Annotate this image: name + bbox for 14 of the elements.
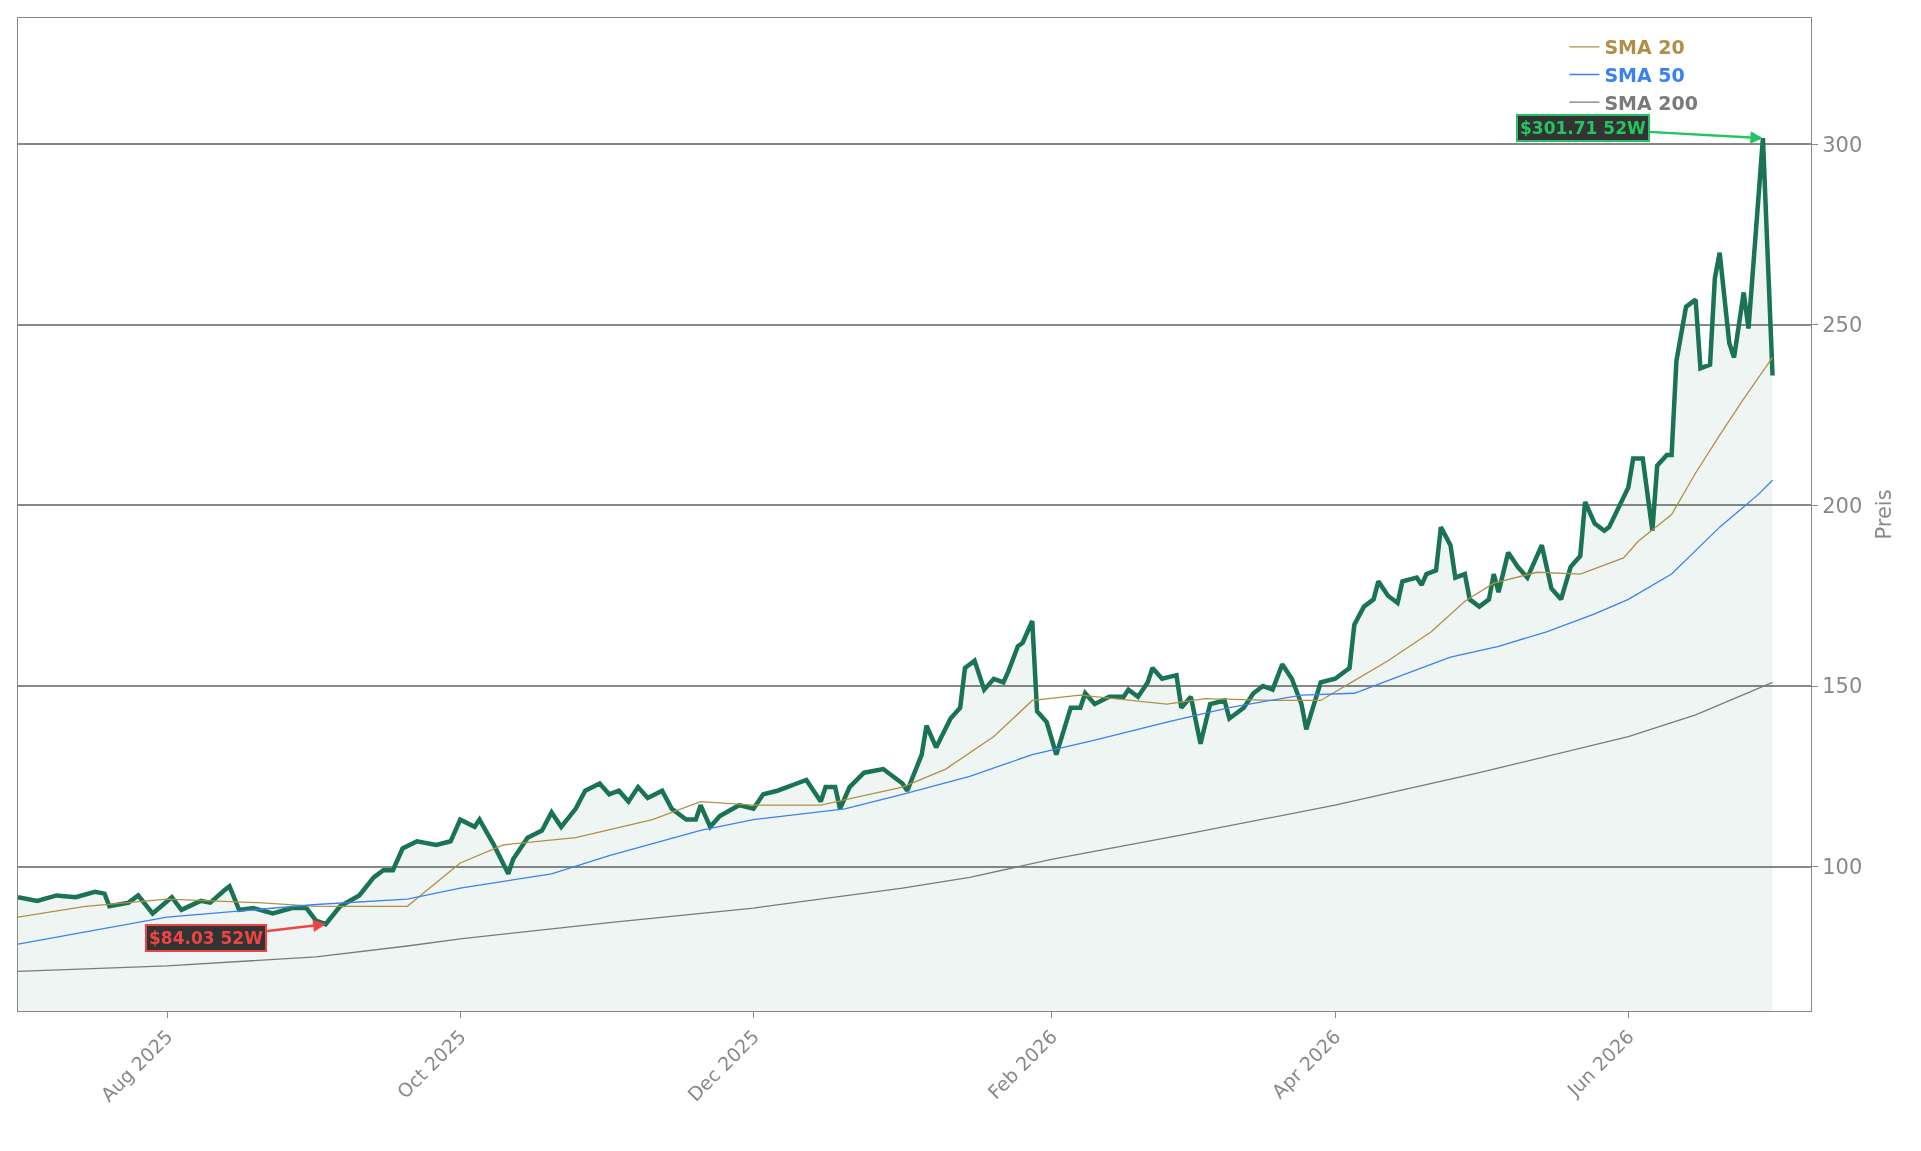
y-tick-label: 300: [1822, 132, 1863, 157]
legend-label: SMA 50: [1604, 63, 1685, 86]
y-tick-label: 250: [1822, 313, 1863, 338]
legend-label: SMA 20: [1604, 36, 1685, 59]
y-tick-label: 100: [1822, 854, 1863, 879]
y-axis-title: Preis: [1872, 489, 1897, 540]
annotation: $84.03 52W: [149, 928, 264, 948]
line-series: [18, 681, 1774, 972]
line-series: [18, 356, 1774, 918]
y-tick-label: 150: [1822, 674, 1863, 699]
annotation: $301.71 52W: [1520, 118, 1647, 138]
y-tick-label: 200: [1822, 493, 1863, 518]
line-series: [18, 479, 1774, 945]
legend-label: SMA 200: [1604, 91, 1698, 114]
